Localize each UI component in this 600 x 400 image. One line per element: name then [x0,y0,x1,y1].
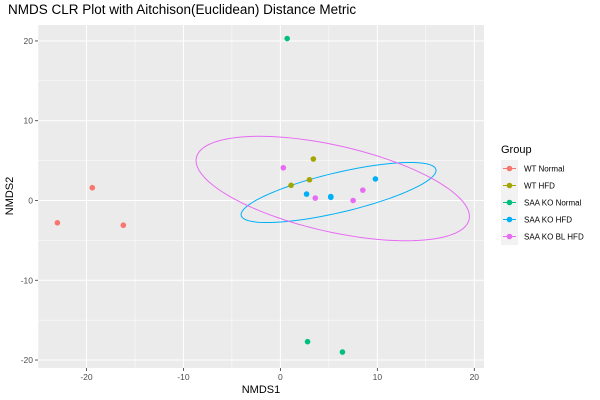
grid-major [38,25,484,368]
x-tick-label: -20 [80,372,93,382]
point-wt-normal [120,222,127,229]
point-wt-hfd [288,182,294,189]
point-saa-ko-hfd [328,194,334,201]
plot-panel [38,25,484,368]
y-axis-ticks: -20 -10 0 10 20 [21,36,38,365]
point-saa-ko-normal [284,35,290,42]
x-tick-label: -10 [177,372,190,382]
y-tick-label: 0 [28,195,33,205]
y-tick-label: 10 [24,116,34,126]
y-tick-label: -20 [21,355,34,365]
legend-key-point-wt-normal [506,165,513,172]
legend-label-saa-ko-normal: SAA KO Normal [524,199,582,208]
legend-key-point-saa-ko-bl-hfd [506,233,513,240]
confidence-ellipses [195,135,470,242]
y-tick-label: 20 [24,36,34,46]
point-saa-ko-hfd [372,176,379,182]
x-axis-ticks: -20 -10 0 10 20 [80,368,479,382]
legend-label-wt-normal: WT Normal [524,165,565,174]
point-wt-normal [89,184,96,191]
point-saa-ko-bl-hfd [280,164,287,171]
ellipse-saa-ko-bl-hfd [195,135,470,242]
point-saa-ko-bl-hfd [350,197,356,204]
x-tick-label: 0 [278,372,283,382]
point-saa-ko-hfd [303,191,310,197]
grid-minor [37,25,484,368]
legend-key-point-wt-hfd [506,182,513,189]
point-saa-ko-normal [304,338,311,345]
x-tick-label: 20 [470,372,480,382]
ellipse-saa-ko-hfd [240,161,437,224]
y-tick-label: -10 [21,275,34,285]
legend-key-point-saa-ko-normal [506,199,513,206]
point-wt-hfd [310,156,317,162]
legend-label-saa-ko-bl-hfd: SAA KO BL HFD [524,233,584,242]
legend-label-saa-ko-hfd: SAA KO HFD [524,216,572,225]
point-wt-hfd [306,176,313,183]
legend-key-point-saa-ko-hfd [506,216,513,223]
y-axis-title: NMDS2 [4,177,16,216]
chart-title: NMDS CLR Plot with Aitchison(Euclidean) … [8,2,356,17]
x-axis-title: NMDS1 [242,384,281,396]
legend-title: Group [501,144,532,156]
point-saa-ko-normal [339,349,346,355]
point-saa-ko-bl-hfd [360,187,366,193]
point-wt-normal [54,220,61,226]
legend: Group WT Normal WT HFD SAA KO Normal SAA KO… [501,144,584,245]
x-tick-label: 10 [373,372,383,382]
data-points [54,35,379,355]
point-saa-ko-bl-hfd [312,195,319,201]
legend-label-wt-hfd: WT HFD [524,182,555,191]
